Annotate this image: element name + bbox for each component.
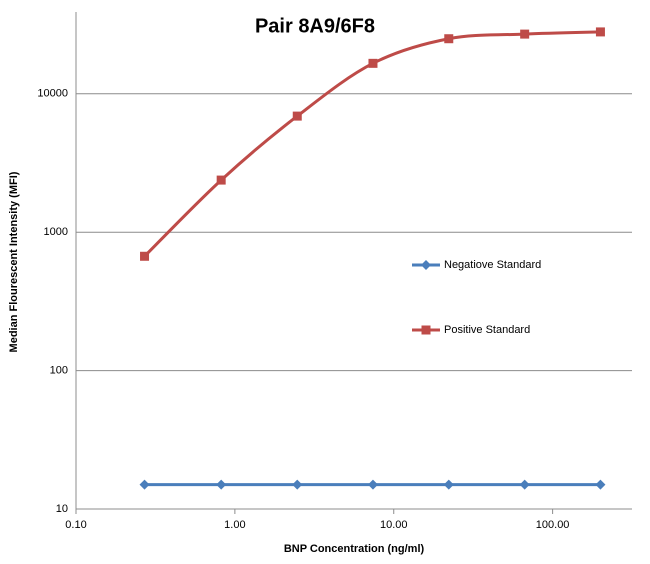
x-tick-label: 1.00 (224, 519, 245, 531)
y-tick-label: 10 (56, 503, 68, 515)
y-tick-label: 1000 (44, 226, 68, 238)
marker (140, 251, 150, 261)
marker (421, 260, 431, 270)
y-tick-label: 100 (50, 365, 68, 377)
marker (443, 479, 454, 490)
marker (421, 325, 431, 335)
x-tick-label: 10.00 (380, 519, 408, 531)
marker (444, 34, 454, 44)
marker (139, 479, 150, 490)
marker (216, 479, 227, 490)
marker (292, 111, 302, 121)
x-tick-label: 100.00 (536, 519, 570, 531)
marker (519, 479, 530, 490)
marker (292, 479, 303, 490)
x-tick-label: 0.10 (65, 519, 86, 531)
legend-label: Negatiove Standard (444, 259, 541, 271)
marker (367, 479, 378, 490)
legend-label: Positive Standard (444, 324, 530, 336)
marker (368, 58, 378, 68)
y-tick-label: 10000 (37, 88, 68, 100)
chart-title: Pair 8A9/6F8 (255, 15, 375, 37)
marker (595, 27, 605, 37)
marker (595, 479, 606, 490)
x-axis-label: BNP Concentration (ng/ml) (284, 543, 425, 555)
marker (520, 29, 530, 39)
y-axis-label: Median Flourescent Intensity (MFI) (8, 171, 20, 352)
marker (216, 175, 226, 185)
